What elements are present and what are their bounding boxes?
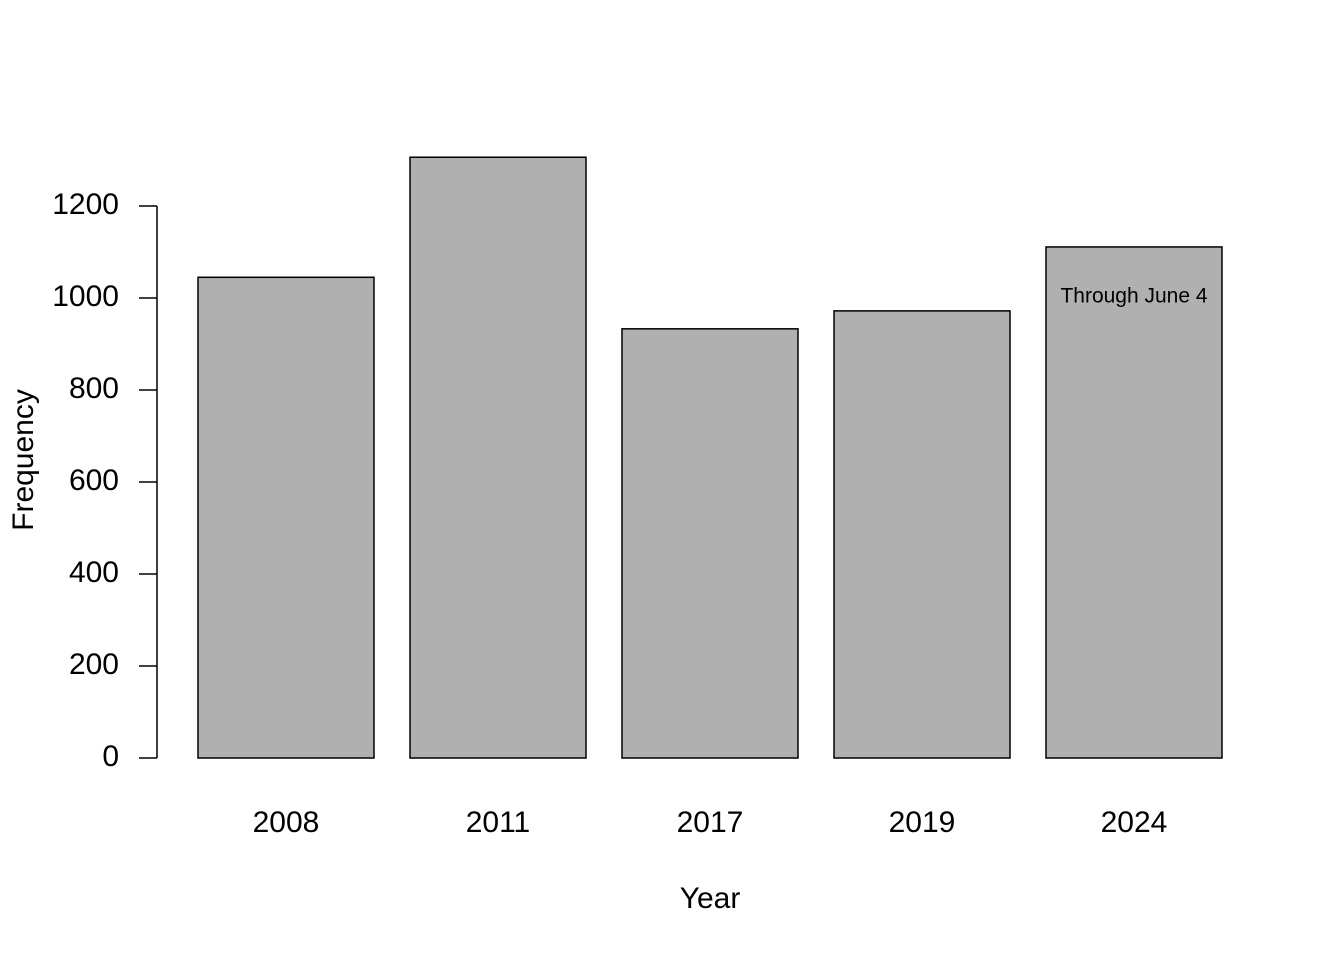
y-tick-label: 400 <box>69 556 119 589</box>
y-tick-label: 0 <box>102 740 119 773</box>
bar <box>197 276 375 759</box>
x-tick-label: 2019 <box>889 806 956 839</box>
bar <box>1045 246 1223 759</box>
y-axis-label: Frequency <box>7 389 40 531</box>
bar <box>409 156 587 759</box>
y-tick-label: 600 <box>69 464 119 497</box>
x-tick-label: 2008 <box>253 806 320 839</box>
y-tick-label: 1200 <box>52 188 119 221</box>
annotation: Through June 4 <box>1060 285 1207 308</box>
y-tick-label: 200 <box>69 648 119 681</box>
x-tick-label: 2024 <box>1101 806 1168 839</box>
y-tick-label: 800 <box>69 372 119 405</box>
x-tick-label: 2017 <box>677 806 744 839</box>
x-tick-label: 2011 <box>466 806 531 839</box>
bar <box>621 328 799 759</box>
y-tick-label: 1000 <box>52 280 119 313</box>
x-axis-label: Year <box>680 882 741 915</box>
bar <box>833 310 1011 759</box>
